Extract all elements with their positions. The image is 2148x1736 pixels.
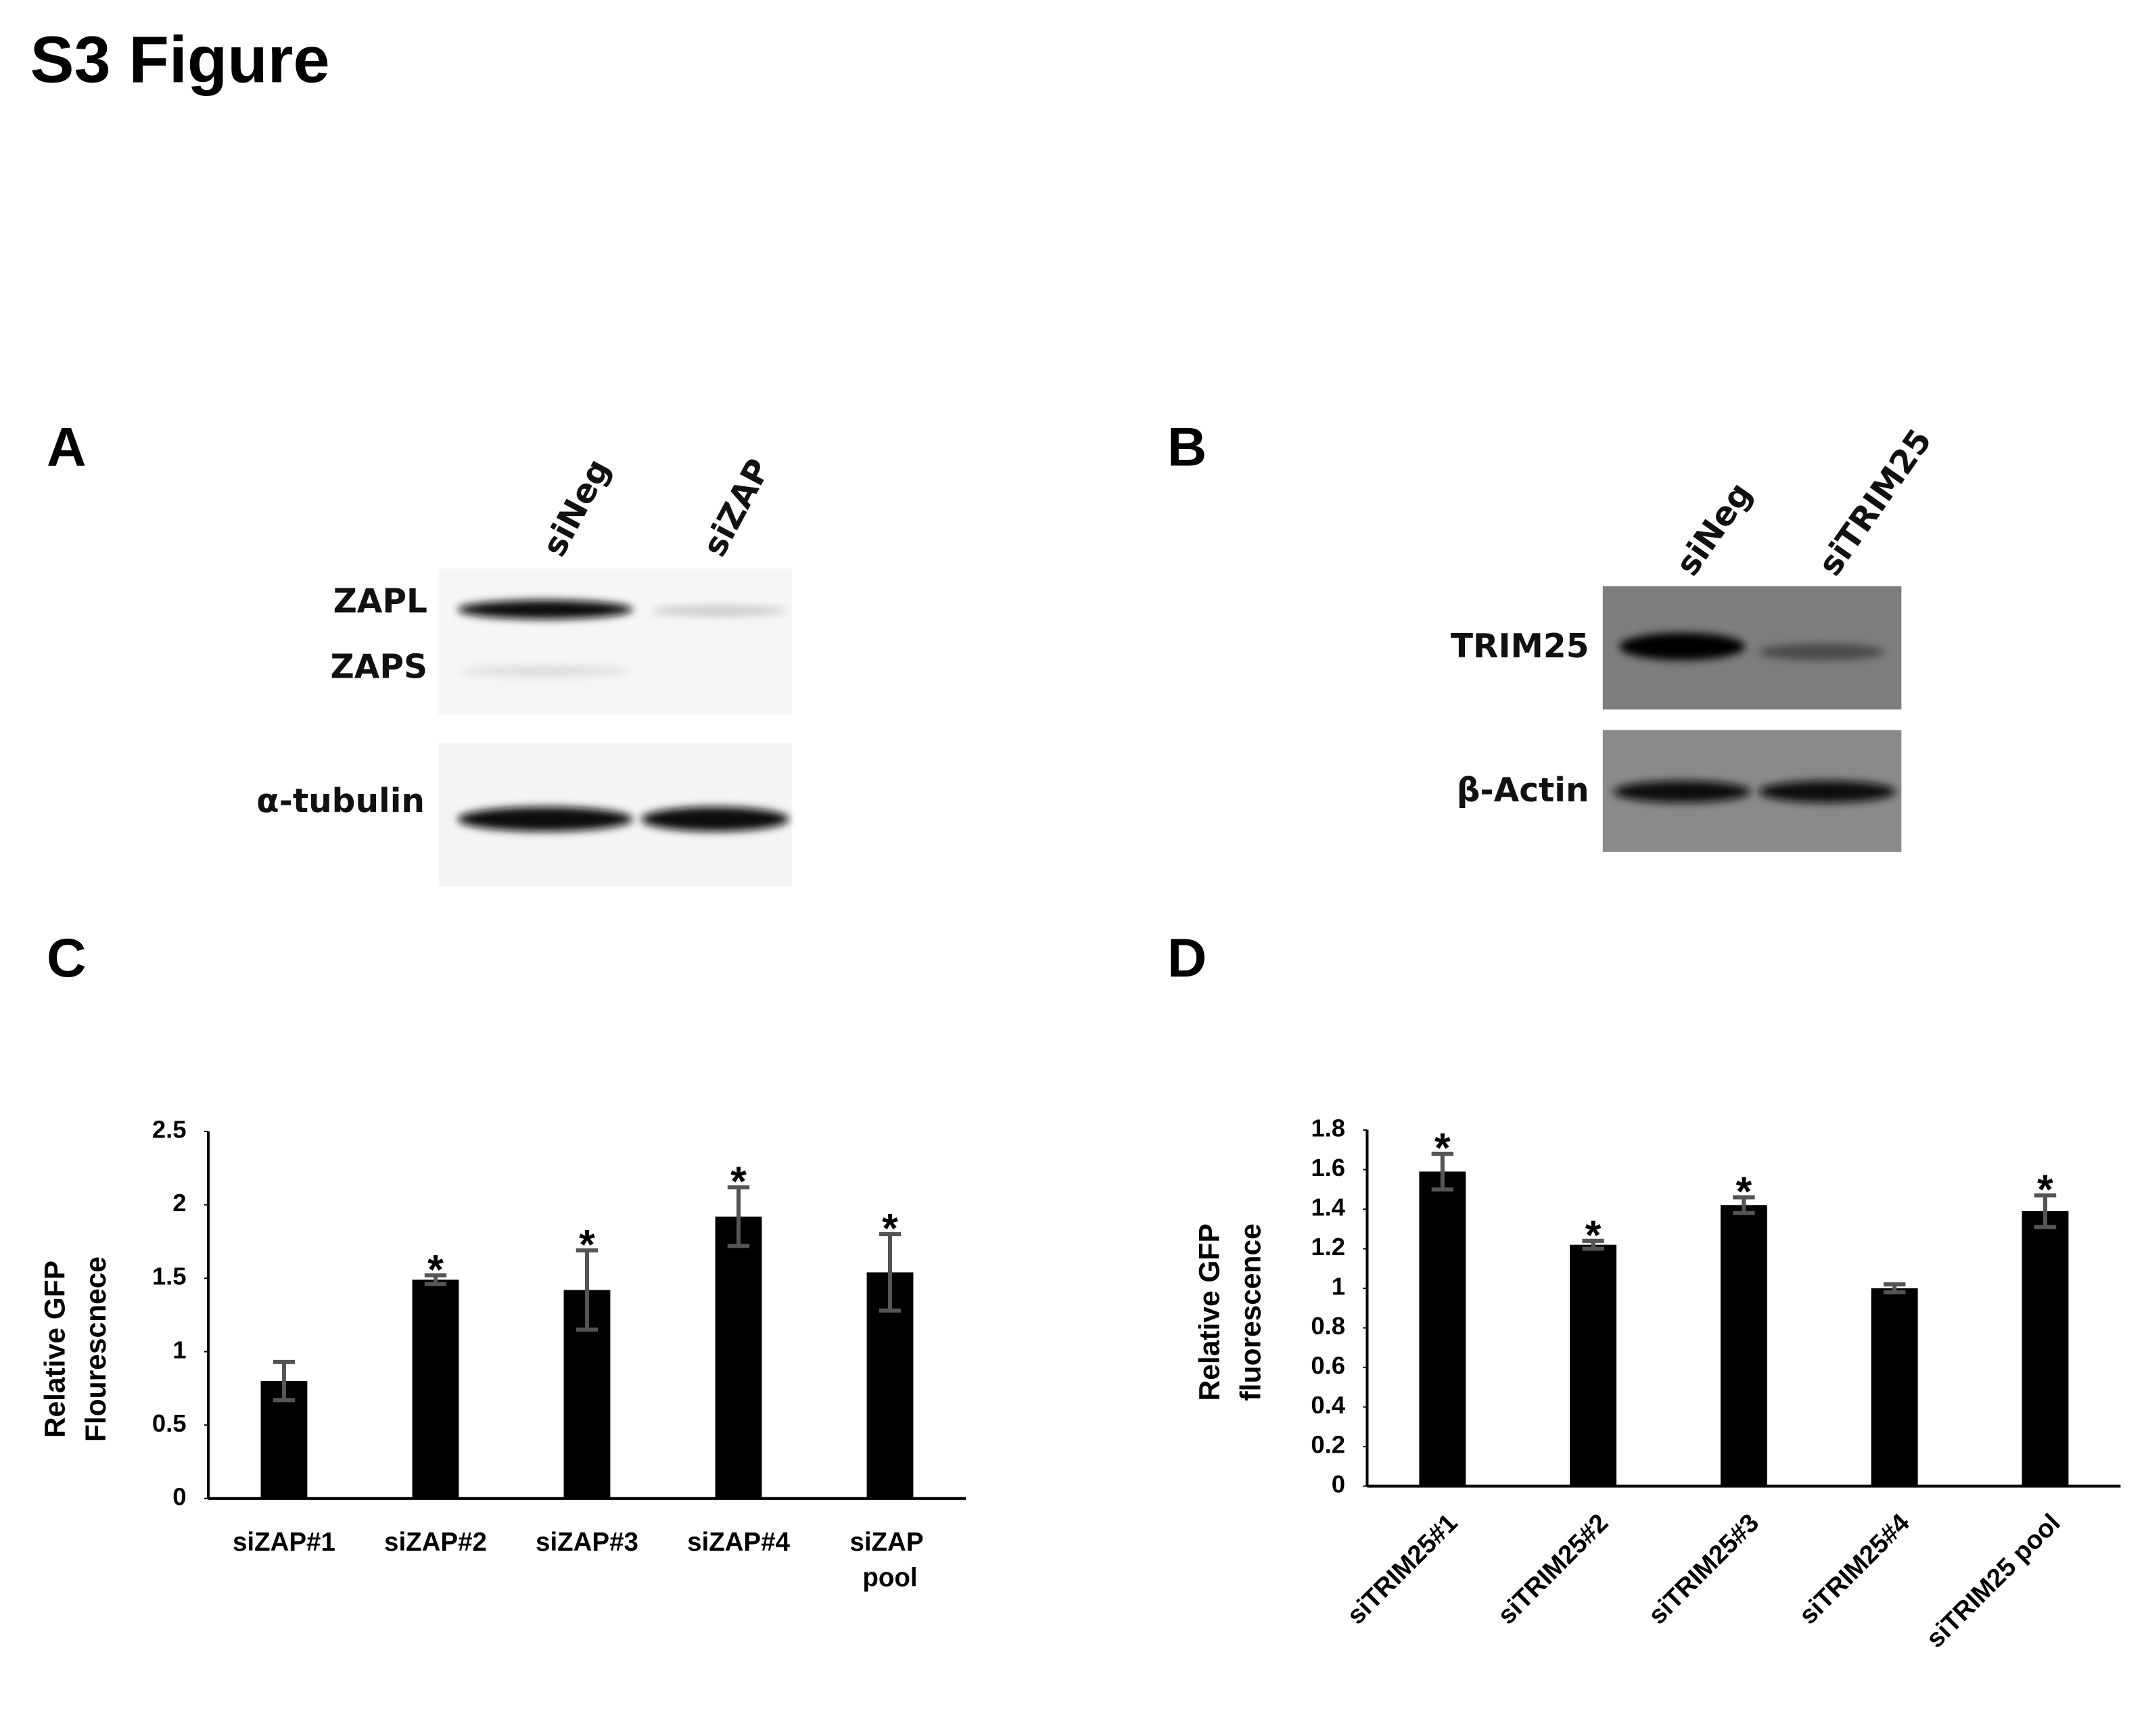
blot-membrane (438, 568, 792, 715)
y-axis-label: fluorescence (1234, 1223, 1267, 1401)
y-tick-label: 0 (172, 1482, 186, 1510)
figure-title: S3 Figure (30, 23, 330, 97)
y-tick-label: 1.2 (1311, 1233, 1345, 1261)
error-bar (576, 1248, 599, 1332)
y-tick-label: 1 (1332, 1273, 1345, 1300)
y-tick-label: 1.4 (1311, 1194, 1345, 1221)
y-axis-label: Relative GFP (39, 1261, 71, 1438)
y-tick-label: 1.8 (1311, 1115, 1345, 1142)
panel-label: C (47, 928, 87, 989)
band (457, 806, 633, 832)
blot-b: siNeg siTRIM25 TRIM25 β-Actin (1451, 423, 1939, 852)
band (640, 806, 789, 832)
y-axis-label: Relative GFP (1194, 1223, 1226, 1401)
error-bar (424, 1273, 447, 1286)
lane-label: siNeg (1668, 475, 1759, 582)
y-tick-label: 0.6 (1311, 1352, 1345, 1380)
band (1619, 632, 1746, 661)
y-tick-label: 2.5 (152, 1116, 187, 1144)
band-label: ZAPS (331, 649, 427, 686)
x-tick-label: siTRIM25 pool (1921, 1508, 2066, 1653)
error-bar (1733, 1195, 1755, 1215)
y-tick-label: 0.2 (1311, 1431, 1345, 1459)
lane-label: siTRIM25 (1811, 423, 1939, 583)
x-tick-label: siZAP#2 (384, 1528, 487, 1557)
error-bar (2034, 1193, 2057, 1229)
band (457, 600, 633, 619)
x-tick-label: siTRIM25#4 (1794, 1508, 1916, 1631)
bar (1720, 1205, 1767, 1486)
significance-marker: * (730, 1158, 747, 1204)
error-bar (1582, 1238, 1604, 1251)
significance-marker: * (427, 1246, 444, 1292)
blot-a: siNeg siZAP ZAPL ZAPS α-tubulin (256, 453, 792, 887)
significance-marker: * (1434, 1125, 1451, 1171)
band (1758, 780, 1896, 803)
band (460, 665, 630, 677)
panel-label: A (47, 417, 87, 478)
y-tick-label: 0 (1332, 1470, 1345, 1498)
bar (1570, 1244, 1617, 1486)
band (1758, 643, 1886, 661)
x-tick-label: siTRIM25#1 (1341, 1508, 1463, 1630)
x-tick-label: siZAP pool (849, 1528, 930, 1593)
y-tick-label: 2 (172, 1189, 186, 1217)
significance-marker: * (2037, 1167, 2053, 1213)
significance-marker: * (579, 1221, 595, 1267)
error-bar (879, 1231, 902, 1313)
x-tick-label: siZAP#4 (687, 1528, 790, 1557)
bar (1871, 1288, 1918, 1486)
panel-label: B (1167, 417, 1207, 478)
significance-marker: * (882, 1205, 898, 1251)
x-tick-label: siZAP#1 (233, 1528, 335, 1557)
band (1614, 780, 1751, 803)
bar (2022, 1211, 2069, 1486)
error-bar (727, 1185, 750, 1248)
y-tick-label: 1.6 (1311, 1154, 1345, 1181)
lane-label: siNeg (536, 453, 618, 563)
y-tick-label: 0.8 (1311, 1312, 1345, 1340)
y-tick-label: 0.5 (152, 1409, 187, 1437)
error-bar (273, 1359, 296, 1403)
significance-marker: * (1736, 1169, 1752, 1215)
error-bar (1431, 1152, 1454, 1192)
band-label: α-tubulin (256, 782, 425, 820)
band-label: ZAPL (333, 582, 427, 620)
bar (412, 1280, 459, 1499)
y-tick-label: 0.4 (1311, 1391, 1345, 1419)
bar (715, 1216, 762, 1499)
y-axis-label: Flourescnece (80, 1257, 112, 1442)
band (651, 605, 788, 617)
bar (1419, 1171, 1466, 1486)
x-tick-label: siTRIM25#3 (1643, 1508, 1765, 1630)
significance-marker: * (1585, 1212, 1602, 1258)
y-tick-label: 1.5 (152, 1263, 187, 1290)
x-tick-label: siZAP#3 (536, 1528, 638, 1557)
y-tick-label: 1 (172, 1336, 186, 1363)
x-tick-label: siTRIM25#2 (1492, 1508, 1614, 1630)
band-label: β-Actin (1457, 772, 1589, 810)
error-bar (1884, 1282, 1906, 1294)
band-label: TRIM25 (1451, 628, 1589, 665)
lane-label: siZAP (696, 453, 778, 563)
panel-label: D (1167, 928, 1207, 989)
